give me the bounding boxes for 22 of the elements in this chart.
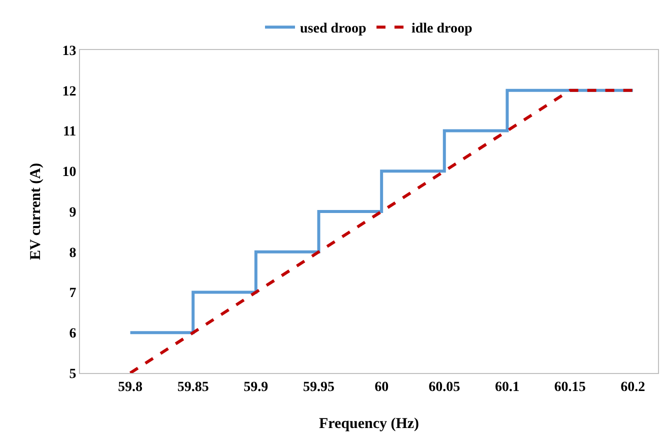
legend-label: used droop (300, 22, 366, 37)
y-tick-label: 9 (69, 205, 76, 220)
y-tick-label: 5 (69, 366, 76, 382)
y-axis-title: EV current (A) (28, 163, 44, 260)
legend-label: idle droop (411, 22, 473, 37)
y-tick-label: 6 (69, 326, 76, 342)
x-axis-title: Frequency (Hz) (318, 416, 420, 432)
x-tick-label: 59.9 (244, 380, 268, 395)
y-tick-label: 13 (62, 44, 76, 59)
x-tick-label: 60.2 (620, 380, 646, 395)
x-tick-label: 59.8 (118, 380, 143, 395)
y-tick-label: 10 (62, 165, 76, 180)
x-tick-label: 60.15 (554, 380, 586, 395)
y-tick-label: 11 (62, 124, 76, 140)
x-tick-label: 60.1 (494, 380, 520, 395)
y-tick-label: 8 (69, 246, 76, 261)
x-tick-label: 59.85 (177, 380, 209, 395)
x-tick-label: 59.95 (302, 380, 334, 395)
y-tick-label: 12 (62, 84, 76, 100)
y-tick-label: 7 (69, 286, 76, 302)
x-tick-label: 60 (374, 380, 389, 395)
x-tick-label: 60.05 (428, 380, 460, 395)
